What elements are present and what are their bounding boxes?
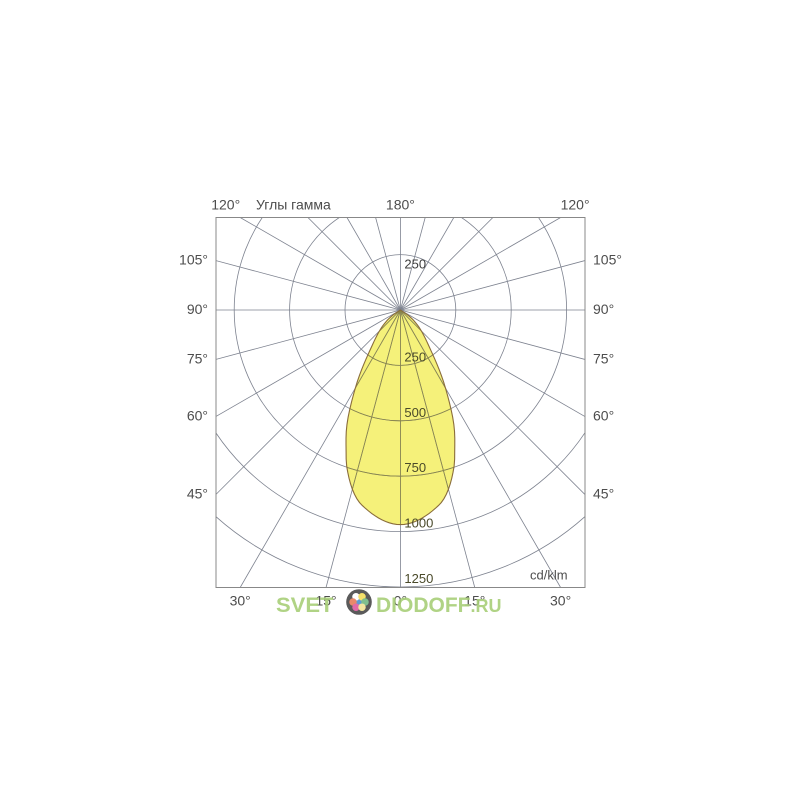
svg-text:250: 250 [404, 257, 426, 272]
svg-text:60°: 60° [593, 408, 614, 424]
svg-text:30°: 30° [550, 593, 571, 609]
svg-text:180°: 180° [386, 197, 415, 213]
svg-text:75°: 75° [187, 350, 208, 366]
svg-text:750: 750 [404, 460, 426, 475]
svg-text:DIODOFF.RU: DIODOFF.RU [376, 594, 502, 617]
svg-text:500: 500 [404, 405, 426, 420]
svg-text:60°: 60° [187, 407, 208, 423]
svg-text:SVET: SVET [276, 594, 334, 617]
svg-text:1000: 1000 [404, 516, 433, 531]
svg-text:90°: 90° [187, 301, 208, 317]
svg-text:45°: 45° [593, 486, 614, 502]
svg-text:45°: 45° [187, 485, 208, 501]
svg-text:105°: 105° [179, 252, 208, 268]
svg-text:75°: 75° [593, 350, 614, 366]
svg-text:120°: 120° [211, 197, 240, 213]
svg-text:250: 250 [404, 349, 426, 364]
svg-text:cd/klm: cd/klm [530, 568, 568, 583]
svg-text:1250: 1250 [404, 571, 433, 586]
svg-text:120°: 120° [561, 197, 590, 213]
svg-text:105°: 105° [593, 252, 622, 268]
svg-text:Углы гамма: Углы гамма [256, 197, 331, 213]
svg-text:30°: 30° [230, 593, 251, 609]
svg-text:90°: 90° [593, 301, 614, 317]
